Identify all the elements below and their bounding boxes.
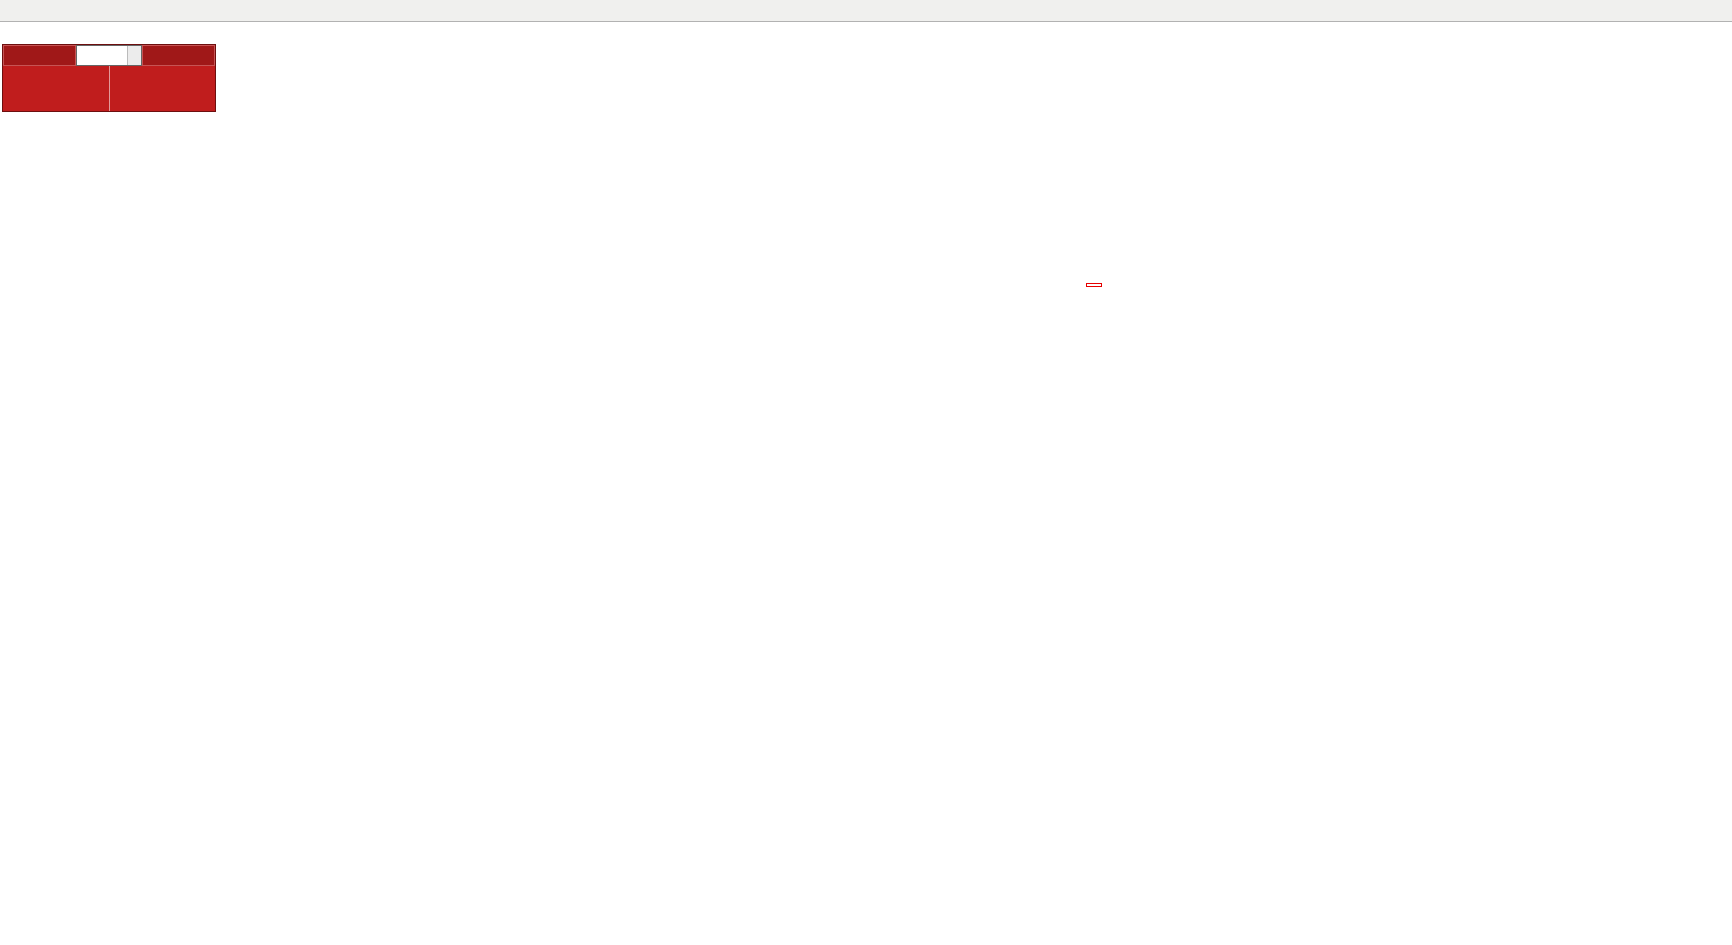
buy-price[interactable]	[110, 66, 216, 111]
volume-spinner	[127, 46, 141, 65]
volume-down-button[interactable]	[128, 55, 141, 65]
volume-field[interactable]	[76, 45, 142, 66]
rsi-pane-label	[5, 723, 11, 734]
volume-value[interactable]	[77, 46, 127, 65]
buy-button[interactable]	[142, 45, 215, 66]
volume-up-button[interactable]	[128, 46, 141, 56]
trade-panel-controls	[3, 45, 215, 66]
one-click-trading-panel	[2, 44, 216, 112]
trade-panel-prices	[3, 66, 215, 111]
macd-pane-label	[5, 586, 17, 597]
sell-button[interactable]	[3, 45, 76, 66]
toolbar	[0, 0, 1732, 22]
sell-price[interactable]	[3, 66, 110, 111]
price-annotation-box[interactable]	[1086, 283, 1102, 287]
